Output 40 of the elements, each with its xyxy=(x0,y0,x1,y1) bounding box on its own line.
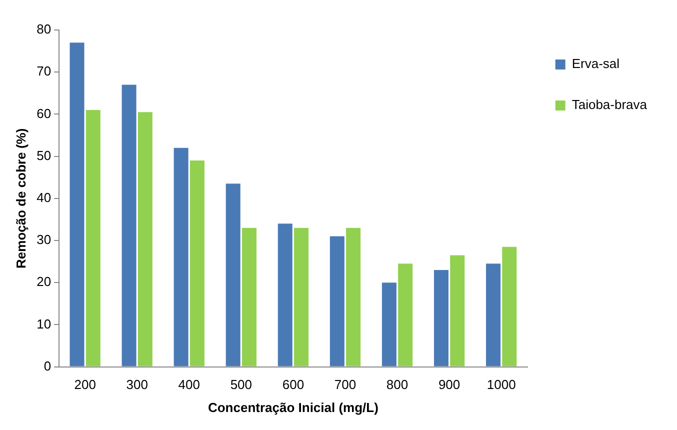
y-tick-label: 80 xyxy=(36,22,52,37)
y-tick-label: 70 xyxy=(36,64,52,79)
bar xyxy=(330,236,344,366)
x-tick-label: 600 xyxy=(282,377,304,392)
y-tick-label: 60 xyxy=(36,106,52,121)
bar xyxy=(190,160,204,366)
bar xyxy=(434,270,448,366)
y-tick-label: 40 xyxy=(36,190,52,205)
y-tick-label: 20 xyxy=(36,274,52,290)
bar xyxy=(398,264,413,366)
bar xyxy=(242,228,256,366)
bar xyxy=(294,228,309,366)
bar xyxy=(450,255,465,366)
x-tick-label: 400 xyxy=(178,377,200,392)
x-tick-label: 300 xyxy=(126,377,148,392)
y-tick-label: 30 xyxy=(36,232,52,248)
x-tick-label: 700 xyxy=(334,377,356,392)
bar xyxy=(226,184,240,366)
bar xyxy=(486,264,501,366)
bar xyxy=(278,224,292,366)
bar xyxy=(174,148,188,366)
bar xyxy=(138,112,152,366)
bar xyxy=(502,246,517,366)
legend-label: Erva-sal xyxy=(572,56,620,72)
y-tick-label: 10 xyxy=(36,316,52,332)
y-tick-label: 50 xyxy=(36,148,52,163)
x-tick-label: 500 xyxy=(230,377,252,392)
bar xyxy=(382,282,396,366)
y-axis-title: Remoção de cobre (%) xyxy=(13,128,28,268)
legend-label: Taioba-brava xyxy=(572,97,648,112)
x-axis-title: Concentração Inicial (mg/L) xyxy=(208,400,378,415)
y-tick-label: 0 xyxy=(44,358,52,374)
bar xyxy=(122,84,136,366)
x-tick-label: 200 xyxy=(74,377,96,392)
x-tick-label: 800 xyxy=(386,377,408,392)
bar xyxy=(86,110,100,366)
bar xyxy=(70,42,84,366)
x-tick-label: 1000 xyxy=(486,377,516,392)
x-tick-label: 900 xyxy=(438,377,460,392)
bar xyxy=(346,228,361,366)
